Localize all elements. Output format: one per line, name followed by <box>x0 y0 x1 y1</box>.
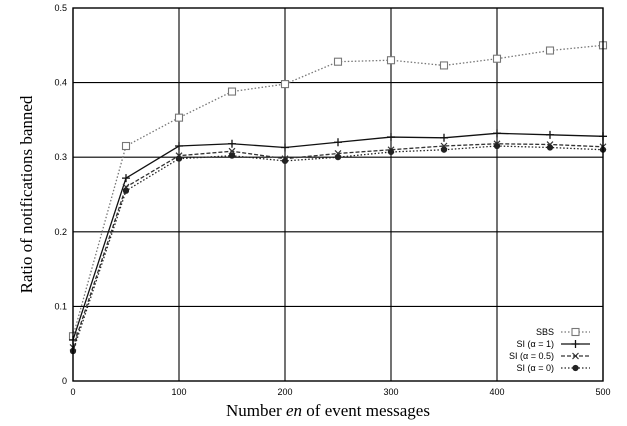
square-marker <box>439 61 449 70</box>
plus-marker <box>334 138 342 147</box>
square-marker <box>121 141 131 151</box>
plus-marker <box>440 133 448 142</box>
y-tick-label: 0.1 <box>54 301 67 311</box>
dot-marker <box>493 142 501 150</box>
y-tick-label: 0.5 <box>54 3 67 13</box>
y-tick-label: 0.3 <box>54 152 67 162</box>
x-axis-title-part: of event messages <box>302 401 430 420</box>
x-tick-label: 0 <box>70 387 75 397</box>
series-1 <box>69 129 607 344</box>
x-axis-title: Number en of event messages <box>226 401 430 420</box>
square-marker <box>280 80 290 89</box>
square-marker <box>333 57 343 66</box>
legend-label: SI (α = 0) <box>517 363 554 373</box>
x-axis-title-part: en <box>286 401 302 420</box>
plus-marker <box>281 143 289 152</box>
series-line <box>72 145 604 352</box>
x-tick-label: 400 <box>489 387 504 397</box>
legend-label: SBS <box>536 327 554 337</box>
x-axis-title-part: Number <box>226 401 286 420</box>
y-tick-labels: 0 0.1 0.2 0.3 0.4 0.5 <box>54 3 67 386</box>
square-marker <box>386 56 396 65</box>
dot-marker <box>122 187 130 194</box>
square-marker <box>174 113 184 122</box>
plot-frame <box>72 7 604 382</box>
x-tick-labels: 0 100 200 300 400 500 <box>70 387 610 397</box>
square-marker <box>571 327 580 337</box>
plus-marker <box>175 142 183 151</box>
plus-marker <box>228 139 236 148</box>
x-tick-label: 500 <box>595 387 610 397</box>
dot-marker <box>387 148 395 156</box>
plus-marker <box>493 129 501 138</box>
x-tick-label: 200 <box>277 387 292 397</box>
series-3 <box>69 142 607 355</box>
plus-marker <box>546 130 554 139</box>
series-lines <box>68 41 608 355</box>
dot-marker <box>175 155 183 162</box>
plus-marker <box>122 174 130 183</box>
square-marker <box>545 46 555 55</box>
series-line <box>72 44 604 337</box>
plus-marker <box>387 133 395 142</box>
legend: SBS SI (α = 1) SI (α = 0.5) SI (α = 0) <box>509 327 590 373</box>
legend-label: SI (α = 1) <box>517 339 554 349</box>
cross-marker <box>572 352 579 360</box>
cross-marker <box>228 147 236 155</box>
y-tick-label: 0 <box>62 376 67 386</box>
y-tick-label: 0.4 <box>54 78 67 88</box>
dot-marker <box>228 152 236 159</box>
dot-marker <box>546 144 554 151</box>
square-marker <box>492 54 502 63</box>
series-0 <box>68 41 608 341</box>
series-line <box>72 132 604 341</box>
series-2 <box>69 140 607 351</box>
legend-label: SI (α = 0.5) <box>509 351 554 361</box>
y-tick-label: 0.2 <box>54 227 67 237</box>
square-marker <box>227 87 237 96</box>
dot-marker <box>281 157 289 165</box>
x-tick-label: 100 <box>171 387 186 397</box>
x-tick-label: 300 <box>383 387 398 397</box>
dot-marker <box>334 154 342 161</box>
dot-marker <box>440 146 448 153</box>
dot-marker <box>572 364 579 372</box>
y-axis-title: Ratio of notifications banned <box>17 95 36 293</box>
plus-marker <box>571 340 580 348</box>
